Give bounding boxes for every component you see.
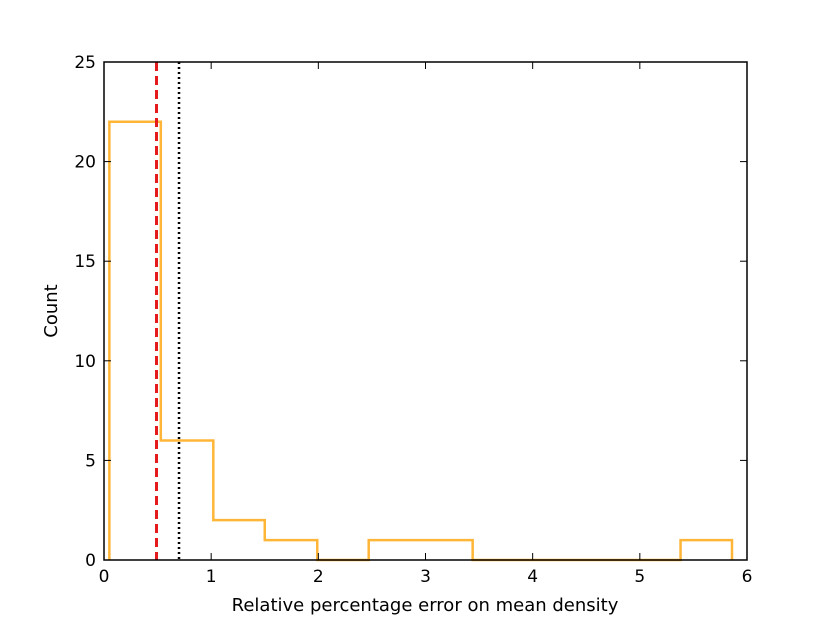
- y-tick-label: 20: [74, 153, 96, 173]
- x-tick-label: 1: [206, 567, 217, 587]
- y-tick-label: 10: [74, 352, 96, 372]
- x-tick-label: 3: [420, 567, 431, 587]
- y-tick-label: 0: [85, 551, 96, 571]
- axes-frame: [103, 61, 748, 561]
- x-axis-label: Relative percentage error on mean densit…: [232, 595, 619, 616]
- axis-ticks: 0 1 2 3 4 5 6 0 5 10 15 20 25: [74, 53, 752, 587]
- y-axis-label: Count: [41, 284, 62, 337]
- x-tick-label: 5: [634, 567, 645, 587]
- y-tick-label: 25: [74, 53, 96, 73]
- y-tick-label: 15: [74, 252, 96, 272]
- x-tick-label: 2: [313, 567, 324, 587]
- plot-area: [108, 62, 734, 562]
- x-tick-label: 0: [99, 567, 110, 587]
- y-tick-label: 5: [85, 451, 96, 471]
- histogram-outline: [108, 120, 734, 562]
- x-tick-label: 4: [527, 567, 538, 587]
- x-tick-label: 6: [742, 567, 753, 587]
